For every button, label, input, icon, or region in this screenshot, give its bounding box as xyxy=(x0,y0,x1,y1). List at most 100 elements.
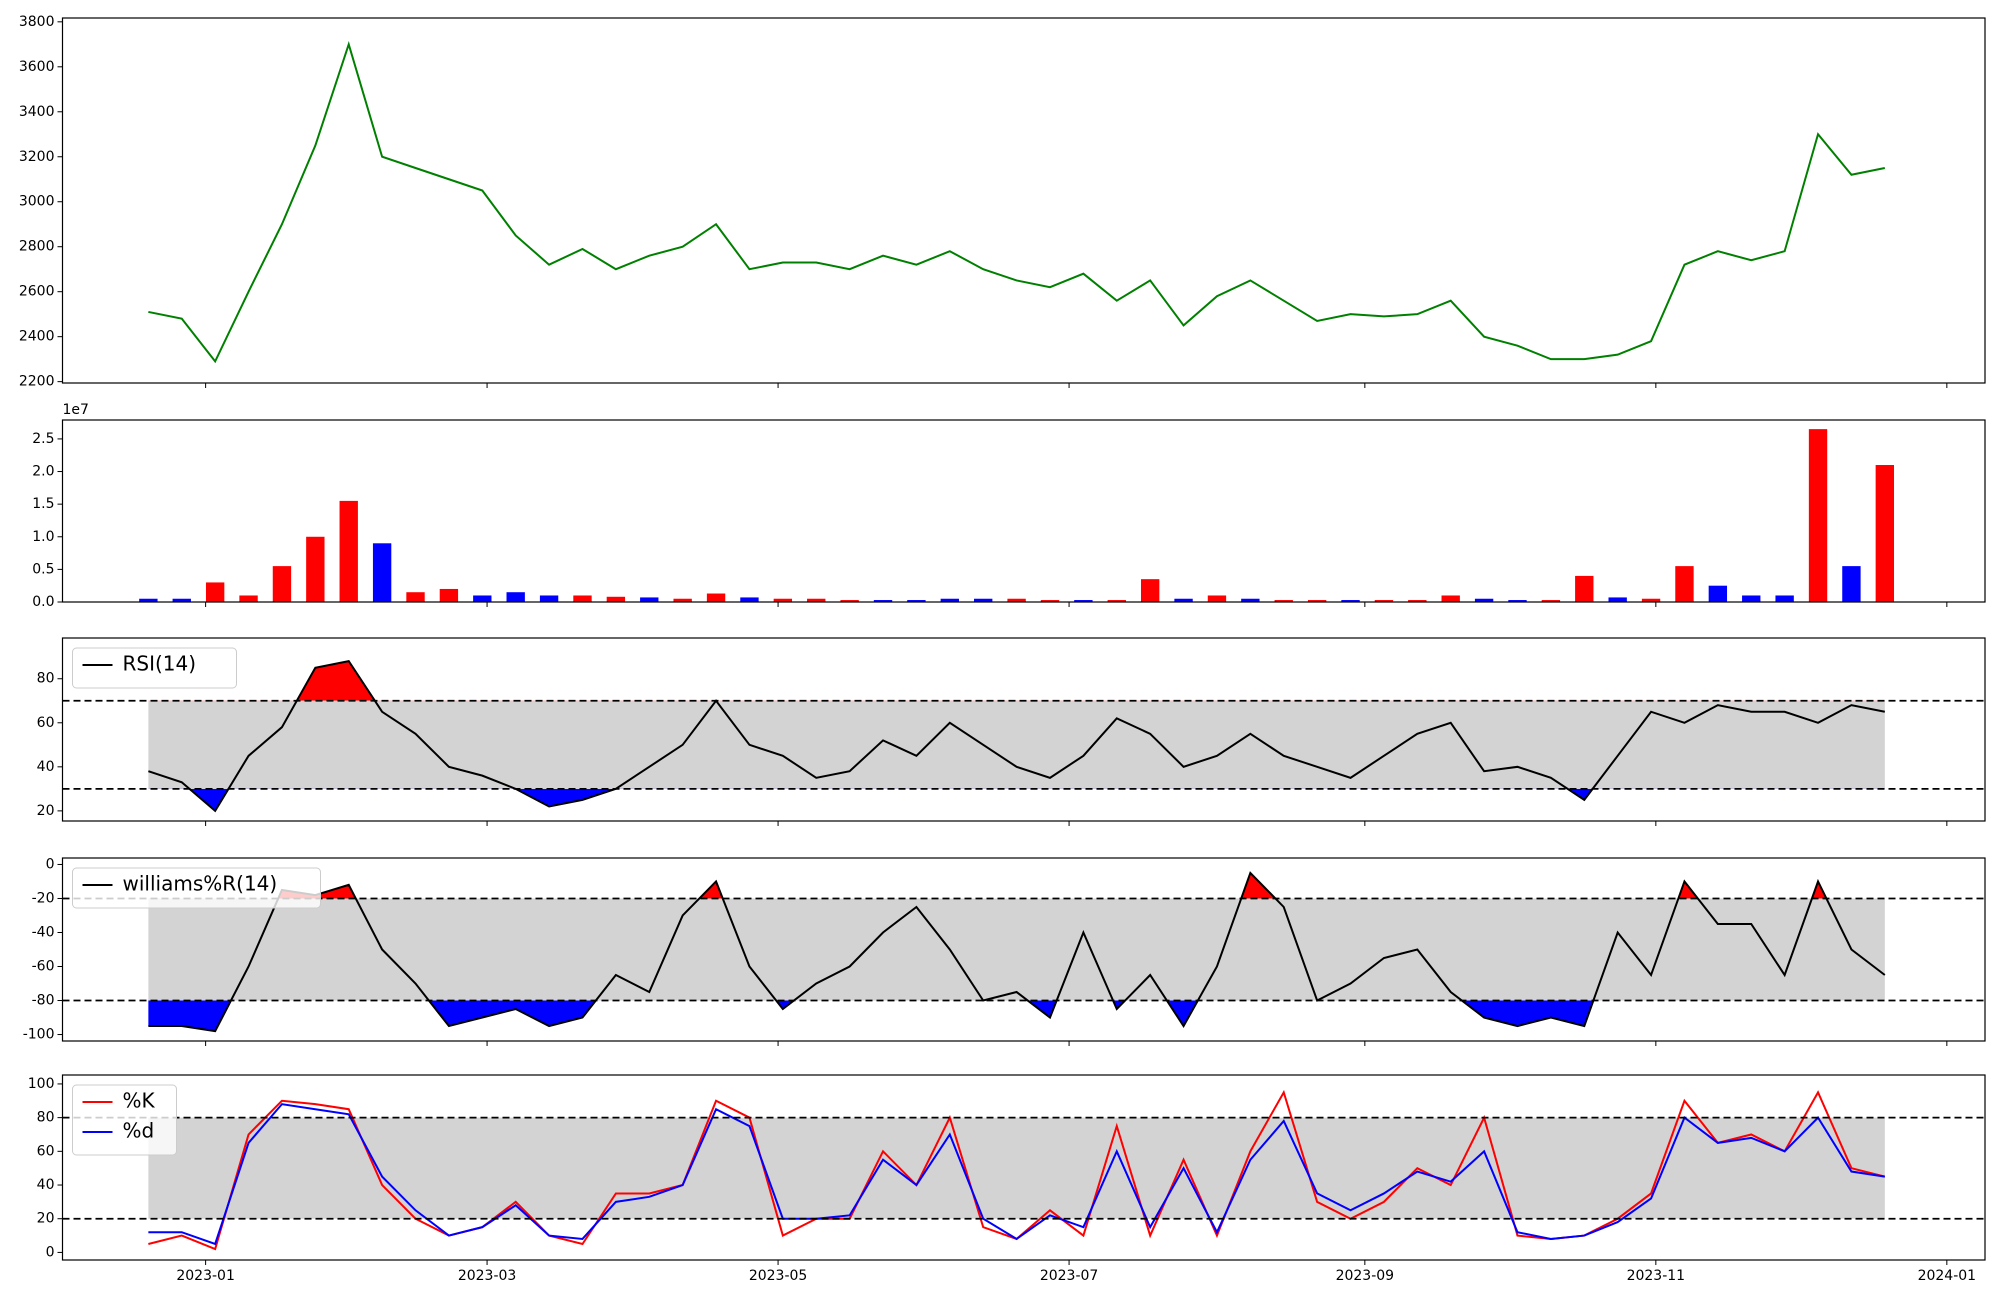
y-tick-label: 0 xyxy=(46,856,55,872)
bar xyxy=(372,543,392,602)
bar xyxy=(1174,598,1193,602)
bar xyxy=(1441,595,1460,602)
bar xyxy=(1140,579,1160,602)
axes-frame xyxy=(61,17,1986,384)
band xyxy=(148,1117,1885,1219)
bar xyxy=(1374,600,1394,602)
bar xyxy=(1341,600,1360,602)
bar xyxy=(1074,600,1093,602)
y-tick-label: 20 xyxy=(37,1211,55,1227)
y-tick-label: 2400 xyxy=(19,329,55,345)
bar xyxy=(1641,598,1661,602)
legend-box xyxy=(72,647,237,689)
bar xyxy=(907,600,926,602)
x-tick-label: 2023-01 xyxy=(176,1268,235,1284)
bar xyxy=(1207,595,1227,602)
bar xyxy=(773,598,793,602)
bar xyxy=(1241,598,1260,602)
bar xyxy=(1775,595,1794,602)
fill-above xyxy=(148,661,1885,701)
fill-below xyxy=(148,788,1885,811)
y-tick-label: 2.0 xyxy=(32,464,54,480)
panel xyxy=(148,40,1886,364)
axes-frame xyxy=(61,419,1986,603)
panel xyxy=(148,1089,1886,1251)
bar xyxy=(239,595,258,602)
bar xyxy=(1842,566,1861,602)
y-tick-label: 40 xyxy=(37,759,55,775)
bar xyxy=(1040,600,1060,602)
bar xyxy=(1875,465,1895,602)
line xyxy=(148,1103,1885,1246)
bar xyxy=(1708,585,1728,602)
y-tick-label: 2200 xyxy=(19,374,55,390)
y-tick-label: 60 xyxy=(37,1143,55,1159)
x-tick-label: 2023-09 xyxy=(1336,1268,1395,1284)
band xyxy=(148,898,1885,1001)
bar xyxy=(1675,566,1694,602)
bar xyxy=(1742,595,1761,602)
legend: RSI(14) xyxy=(72,647,237,689)
y-tick-label: 3800 xyxy=(19,14,55,30)
y-tick-label: 3000 xyxy=(19,194,55,210)
bar xyxy=(640,597,659,602)
bar xyxy=(473,595,492,602)
bar xyxy=(807,598,826,602)
bar xyxy=(1508,600,1527,602)
y-tick-label: -20 xyxy=(32,890,55,906)
line xyxy=(148,40,1886,364)
y-tick-label: 0 xyxy=(46,1244,55,1260)
bar xyxy=(306,536,325,602)
line xyxy=(148,871,1886,1033)
bar xyxy=(439,588,459,602)
y-tick-label: 1.0 xyxy=(32,529,54,545)
bar xyxy=(1474,598,1494,602)
y-tick-label: 0.5 xyxy=(32,561,54,577)
bar xyxy=(339,500,358,602)
y-tick-label: 20 xyxy=(37,803,55,819)
y-tick-label: -60 xyxy=(32,959,55,975)
bar xyxy=(740,597,759,602)
panel xyxy=(148,660,1886,813)
y-tick-label: 40 xyxy=(37,1177,55,1193)
y-tick-label: 1.5 xyxy=(32,496,54,512)
y-tick-label: -100 xyxy=(23,1027,55,1043)
x-tick-label: 2023-11 xyxy=(1627,1268,1686,1284)
legend: %K %d xyxy=(72,1084,177,1156)
legend: williams%R(14) xyxy=(72,867,321,909)
band xyxy=(148,700,1885,789)
bar xyxy=(706,593,726,602)
bar xyxy=(1274,600,1293,602)
y-tick-label: 60 xyxy=(37,715,55,731)
bar xyxy=(539,595,559,602)
x-tick-label: 2023-07 xyxy=(1040,1268,1099,1284)
y-tick-label: 3200 xyxy=(19,149,55,165)
axes-frame xyxy=(61,637,1986,822)
bar xyxy=(1408,600,1427,602)
legend-box xyxy=(72,867,321,909)
panel xyxy=(148,871,1886,1033)
bar xyxy=(1808,429,1828,602)
y-tick-label: 80 xyxy=(37,1110,55,1126)
bar xyxy=(406,592,425,602)
legend-label: %d xyxy=(123,1119,155,1143)
bar xyxy=(573,595,592,602)
panel xyxy=(139,429,1895,602)
bar xyxy=(1575,575,1594,602)
bar xyxy=(205,582,225,602)
y-tick-label: -80 xyxy=(32,993,55,1009)
bar xyxy=(1107,600,1126,602)
fill-below xyxy=(148,1000,1885,1032)
legend-label: RSI(14) xyxy=(123,652,197,676)
bar xyxy=(506,592,525,602)
axes-frame xyxy=(61,1074,1986,1261)
bar xyxy=(1307,600,1327,602)
bar xyxy=(172,598,191,602)
axes-frame xyxy=(61,857,1986,1042)
legend-label: williams%R(14) xyxy=(123,872,278,896)
line xyxy=(148,660,1886,813)
bar xyxy=(606,596,626,602)
bar xyxy=(673,598,692,602)
